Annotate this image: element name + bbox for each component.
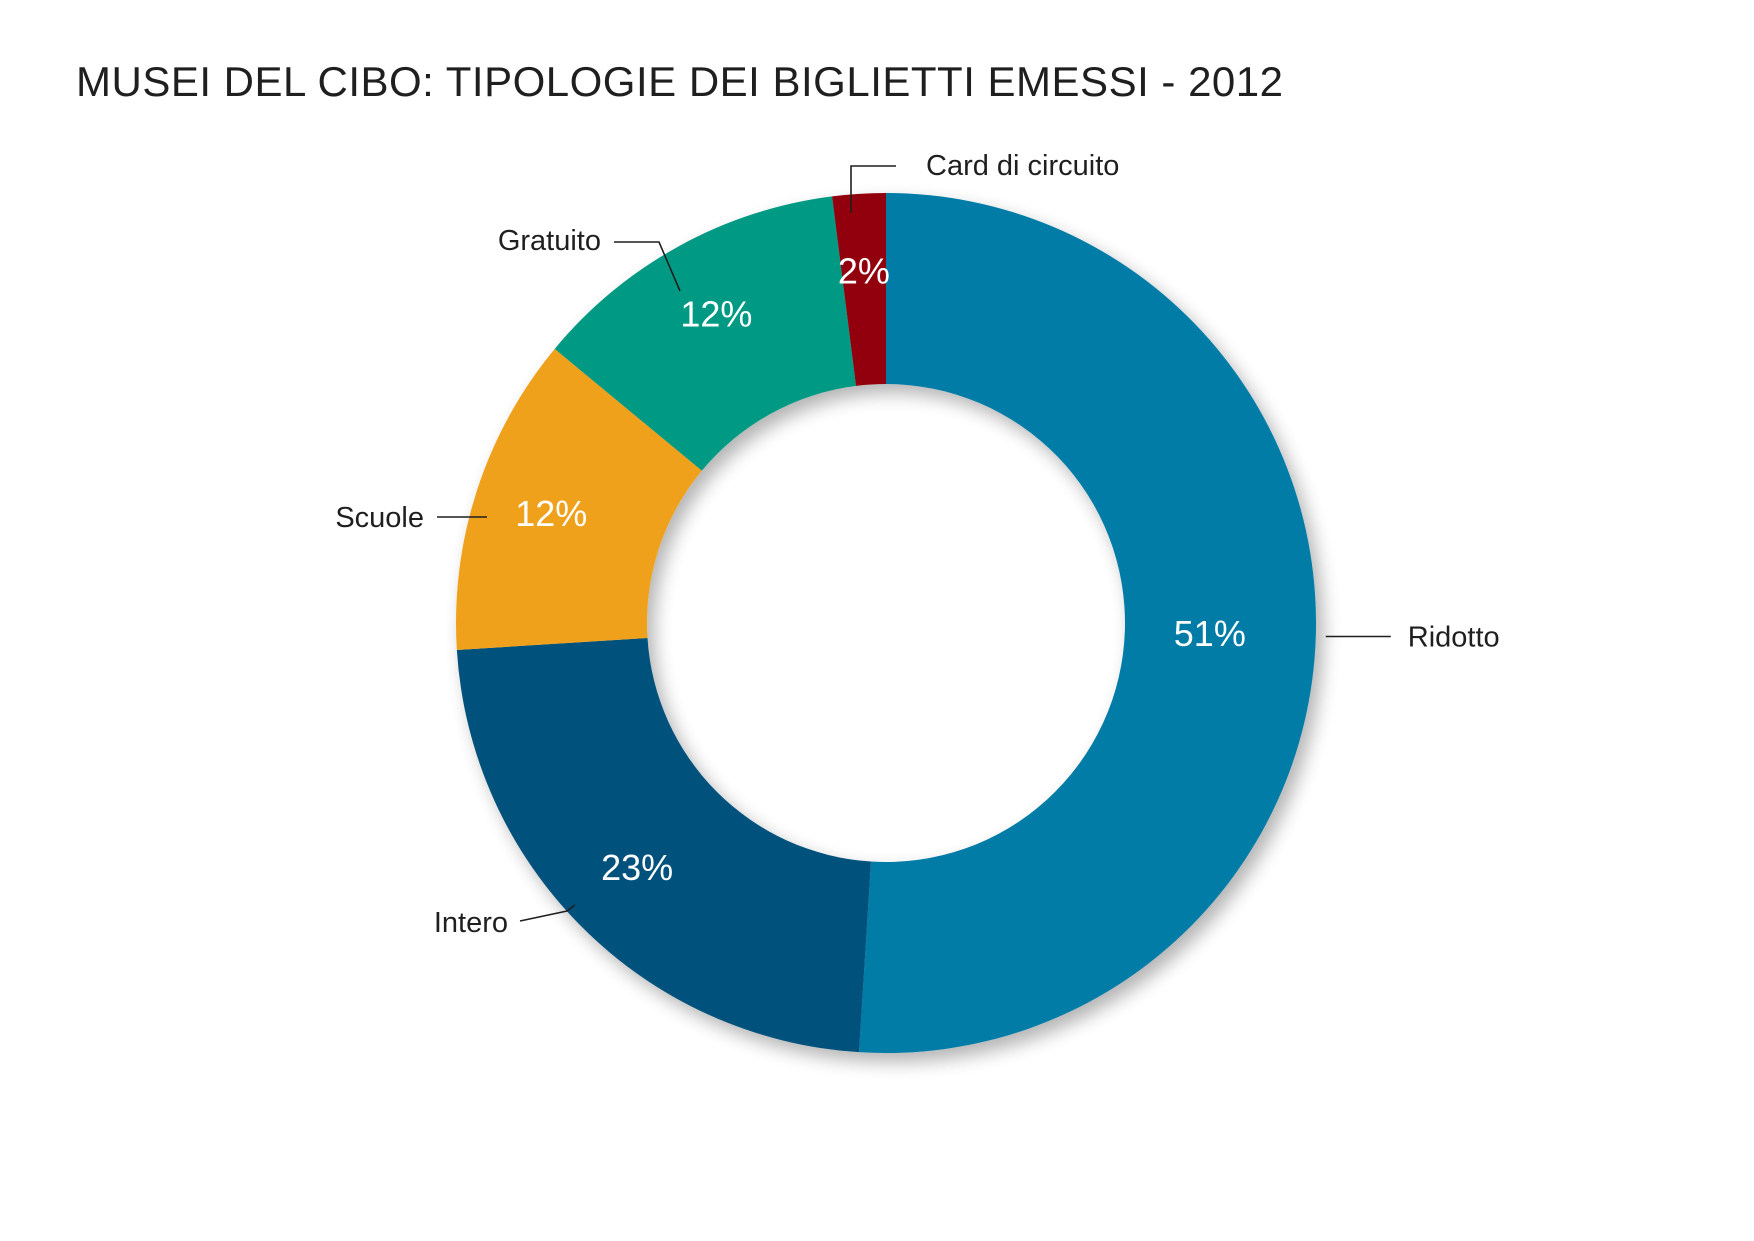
- chart-title: MUSEI DEL CIBO: TIPOLOGIE DEI BIGLIETTI …: [76, 58, 1284, 105]
- slice-ridotto: [859, 193, 1317, 1054]
- category-label-card-di-circuito: Card di circuito: [926, 150, 1119, 182]
- value-label-intero: 23%: [601, 847, 673, 888]
- category-label-ridotto: Ridotto: [1408, 622, 1500, 654]
- labels-group: 51% Ridotto 23% Intero 12% Scuole 12% Gratuito 2…: [335, 150, 1499, 939]
- value-label-gratuito: 12%: [680, 294, 752, 335]
- value-label-scuole: 12%: [515, 493, 587, 534]
- leader-line-intero: [519, 904, 576, 922]
- leader-line-gratuito: [614, 241, 681, 292]
- slice-card-di-circuito: [832, 193, 886, 386]
- leader-line-card-di-circuito: [850, 165, 896, 213]
- category-label-intero: Intero: [434, 907, 508, 939]
- value-label-ridotto: 51%: [1174, 613, 1246, 654]
- slice-intero: [456, 638, 871, 1053]
- category-label-gratuito: Gratuito: [498, 225, 601, 257]
- slices-group: [456, 193, 1317, 1054]
- category-label-scuole: Scuole: [335, 502, 424, 534]
- slice-scuole: [456, 348, 702, 650]
- value-label-card-di-circuito: 2%: [838, 251, 890, 292]
- slice-gratuito: [554, 196, 857, 471]
